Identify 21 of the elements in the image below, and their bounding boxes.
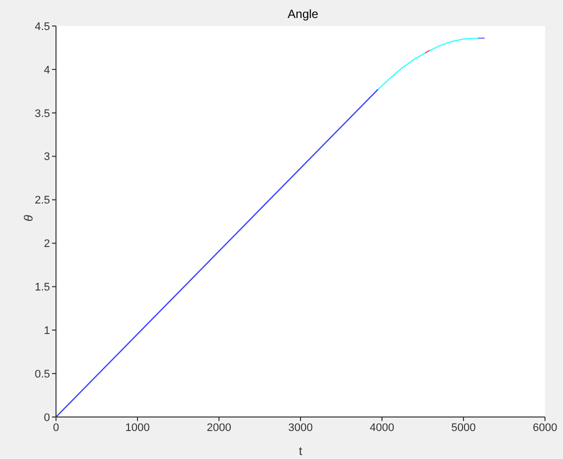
y-tick-label: 1.5 xyxy=(34,282,50,294)
x-axis-title: t xyxy=(298,444,303,458)
y-tick-label: 0 xyxy=(44,412,50,424)
y-tick-label: 3.5 xyxy=(34,108,50,120)
x-tick-label: 4000 xyxy=(370,422,394,434)
y-tick-label: 2.5 xyxy=(34,194,50,207)
x-tick-label: 3000 xyxy=(288,422,313,434)
x-tick-label: 6000 xyxy=(532,422,558,434)
chart-title: Angle xyxy=(288,7,319,21)
y-tick-label: 3 xyxy=(44,151,50,164)
line-series xyxy=(377,38,479,90)
y-axis-title: θ xyxy=(21,214,36,222)
y-tick-label: 4.5 xyxy=(34,20,50,33)
x-tick-label: 2000 xyxy=(206,422,232,434)
y-tick-label: 2 xyxy=(44,238,50,250)
x-tick-label: 5000 xyxy=(451,422,476,434)
x-tick-label: 0 xyxy=(52,422,60,434)
y-tick-label: 1 xyxy=(44,325,50,338)
y-tick-label: 0.5 xyxy=(34,368,50,380)
y-tick-label: 4 xyxy=(44,64,50,76)
x-tick-label: 1000 xyxy=(125,422,150,434)
